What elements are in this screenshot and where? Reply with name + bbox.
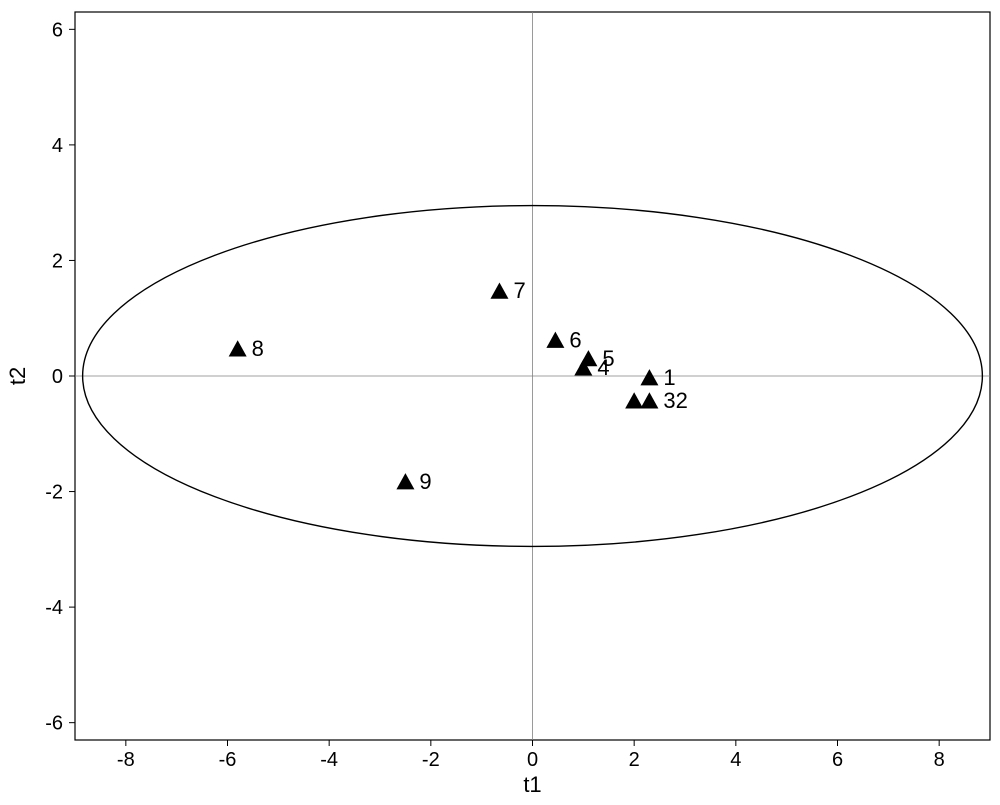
y-tick-label: 0 bbox=[52, 366, 63, 388]
y-tick-label: -6 bbox=[45, 713, 63, 735]
data-point-marker bbox=[579, 350, 597, 366]
data-point-marker bbox=[625, 392, 643, 408]
data-point-label: 7 bbox=[513, 278, 525, 303]
chart-svg: -8-6-4-202468-6-4-20246t1t2132456789 bbox=[0, 0, 1000, 805]
y-tick-label: -4 bbox=[45, 597, 63, 619]
x-axis-label: t1 bbox=[523, 772, 541, 797]
x-tick-label: 8 bbox=[934, 749, 945, 771]
x-tick-label: -2 bbox=[422, 749, 440, 771]
data-point-label: 32 bbox=[663, 388, 687, 413]
x-tick-label: 0 bbox=[527, 749, 538, 771]
y-tick-label: 2 bbox=[52, 250, 63, 272]
data-point-marker bbox=[640, 392, 658, 408]
data-point-marker bbox=[640, 369, 658, 385]
x-tick-label: -8 bbox=[117, 749, 135, 771]
score-plot: -8-6-4-202468-6-4-20246t1t2132456789 bbox=[0, 0, 1000, 805]
x-tick-label: 4 bbox=[730, 749, 741, 771]
y-tick-label: -2 bbox=[45, 482, 63, 504]
data-point-label: 5 bbox=[602, 346, 614, 371]
y-axis-label: t2 bbox=[5, 367, 30, 385]
data-point-marker bbox=[490, 283, 508, 299]
x-tick-label: -6 bbox=[219, 749, 237, 771]
data-point-label: 9 bbox=[419, 469, 431, 494]
x-tick-label: -4 bbox=[320, 749, 338, 771]
y-tick-label: 4 bbox=[52, 135, 63, 157]
data-point-label: 1 bbox=[663, 365, 675, 390]
data-point-label: 8 bbox=[252, 336, 264, 361]
y-tick-label: 6 bbox=[52, 19, 63, 41]
x-tick-label: 2 bbox=[629, 749, 640, 771]
data-point-marker bbox=[396, 473, 414, 489]
data-point-label: 6 bbox=[569, 327, 581, 352]
data-point-marker bbox=[229, 340, 247, 356]
x-tick-label: 6 bbox=[832, 749, 843, 771]
data-point-marker bbox=[546, 332, 564, 348]
